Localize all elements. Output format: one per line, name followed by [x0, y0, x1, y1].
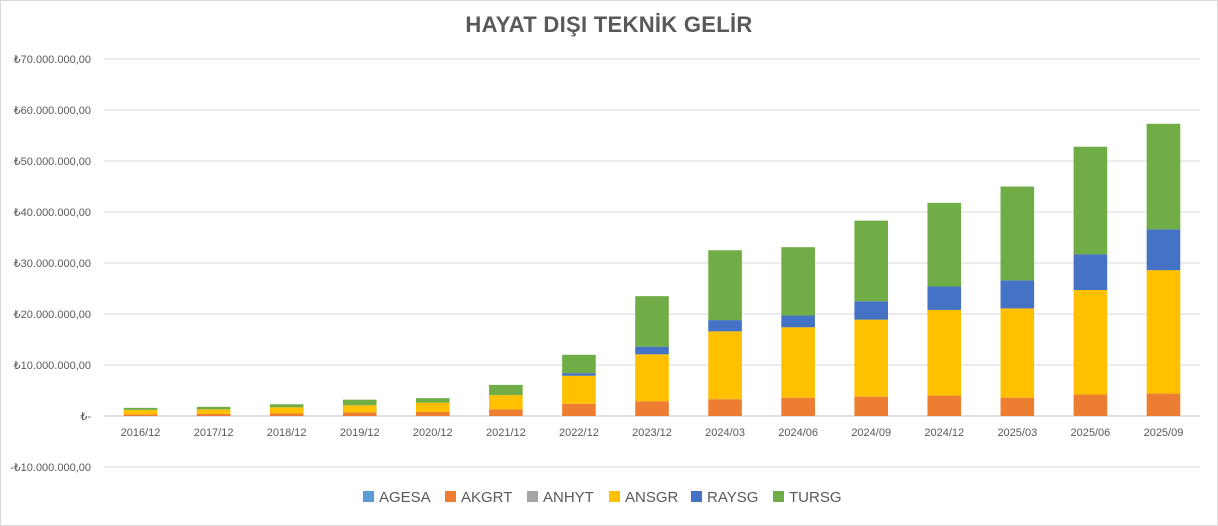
legend-swatch-ansgr	[609, 491, 620, 502]
bar-segment-ansgr	[562, 375, 596, 404]
bar-segment-tursg	[415, 398, 450, 403]
bar-segment-ansgr	[854, 319, 889, 397]
bar-segment-akgrt	[927, 395, 962, 416]
y-tick-label: ₺70.000.000,00	[14, 54, 91, 66]
bar-segment-ansgr	[342, 405, 377, 413]
y-axis-tick-labels: -₺10.000.000,00 ₺- ₺10.000.000,00 ₺20.000.0…	[10, 54, 91, 474]
x-tick-label: 2024/03	[705, 427, 745, 439]
x-tick-label: 2023/12	[632, 427, 672, 439]
legend: AGESA AKGRT ANHYT ANSGR RAYSG TURSG	[363, 489, 842, 506]
x-tick-label: 2025/03	[997, 427, 1037, 439]
bar-segment-akgrt	[489, 409, 523, 416]
y-tick-label: ₺60.000.000,00	[14, 105, 91, 117]
y-tick-label: ₺30.000.000,00	[14, 258, 91, 270]
legend-label-ansgr: ANSGR	[625, 489, 679, 506]
bar-segment-raysg	[854, 301, 889, 320]
x-tick-label: 2025/09	[1144, 427, 1184, 439]
x-tick-label: 2024/12	[924, 427, 964, 439]
legend-swatch-tursg	[773, 491, 784, 502]
bar-segment-ansgr	[1146, 270, 1181, 394]
bar-segment-akgrt	[635, 401, 669, 416]
x-axis-tick-labels: 2016/12 2017/12 2018/12 2019/12 2020/12 2021/…	[121, 427, 1184, 439]
bar-segment-tursg	[1073, 146, 1108, 255]
bar-segment-ansgr	[196, 409, 231, 414]
bar-segment-raysg	[781, 315, 815, 328]
bar-segment-raysg	[1073, 254, 1108, 291]
bar-segment-raysg	[927, 286, 962, 310]
bar-segment-tursg	[269, 404, 304, 408]
bar-segment-raysg	[635, 346, 669, 355]
bar-segment-ansgr	[269, 407, 304, 414]
bar-segment-akgrt	[123, 414, 158, 416]
bar-segment-ansgr	[1000, 308, 1035, 398]
x-tick-label: 2025/06	[1071, 427, 1111, 439]
bar-segment-akgrt	[1000, 397, 1035, 416]
bar-segment-akgrt	[562, 403, 596, 416]
legend-label-akgrt: AKGRT	[461, 489, 512, 506]
y-tick-label: ₺50.000.000,00	[14, 156, 91, 168]
bar-segment-akgrt	[708, 399, 742, 416]
x-tick-label: 2024/06	[778, 427, 818, 439]
bar-segment-tursg	[708, 250, 742, 321]
x-tick-label: 2019/12	[340, 427, 380, 439]
bar-segment-akgrt	[415, 411, 450, 416]
x-tick-label: 2020/12	[413, 427, 453, 439]
bar-segment-akgrt	[1146, 393, 1181, 416]
legend-swatch-raysg	[691, 491, 702, 502]
bar-segment-tursg	[781, 247, 815, 316]
x-tick-label: 2018/12	[267, 427, 307, 439]
bar-segment-tursg	[196, 406, 231, 410]
bar-segment-akgrt	[269, 413, 304, 416]
bar-segment-raysg	[562, 373, 596, 376]
bar-segment-ansgr	[927, 309, 962, 396]
legend-label-anhyt: ANHYT	[543, 489, 594, 506]
bars	[123, 123, 1181, 416]
y-tick-label: ₺-	[80, 411, 91, 423]
bar-segment-akgrt	[196, 413, 231, 416]
legend-label-raysg: RAYSG	[707, 489, 758, 506]
legend-label-tursg: TURSG	[789, 489, 842, 506]
x-tick-label: 2024/09	[851, 427, 891, 439]
bar-segment-ansgr	[781, 327, 815, 398]
bar-segment-tursg	[562, 354, 596, 374]
x-tick-label: 2017/12	[194, 427, 234, 439]
bar-segment-ansgr	[123, 409, 158, 415]
legend-swatch-anhyt	[527, 491, 538, 502]
bar-segment-akgrt	[342, 412, 377, 416]
legend-label-agesa: AGESA	[379, 489, 431, 506]
bar-segment-akgrt	[854, 396, 889, 416]
bar-segment-tursg	[927, 202, 962, 287]
bar-segment-tursg	[489, 384, 523, 396]
bar-segment-tursg	[342, 399, 377, 406]
bar-segment-raysg	[708, 320, 742, 332]
x-tick-label: 2016/12	[121, 427, 161, 439]
bar-segment-tursg	[635, 296, 669, 347]
bar-segment-raysg	[1000, 280, 1035, 309]
x-tick-label: 2022/12	[559, 427, 599, 439]
bar-segment-tursg	[1146, 123, 1181, 230]
bar-segment-ansgr	[415, 402, 450, 412]
bar-segment-tursg	[1000, 186, 1035, 281]
y-tick-label: -₺10.000.000,00	[10, 462, 91, 474]
bar-segment-ansgr	[708, 331, 742, 400]
bar-segment-tursg	[123, 407, 158, 410]
bar-segment-akgrt	[1073, 394, 1108, 416]
bar-segment-akgrt	[781, 397, 815, 416]
bar-segment-tursg	[854, 220, 889, 302]
bar-segment-ansgr	[635, 354, 669, 402]
y-tick-label: ₺20.000.000,00	[14, 309, 91, 321]
legend-swatch-agesa	[363, 491, 374, 502]
legend-swatch-akgrt	[445, 491, 456, 502]
chart-title: HAYAT DIŞI TEKNİK GELİR	[465, 12, 753, 37]
y-tick-label: ₺10.000.000,00	[14, 360, 91, 372]
y-tick-label: ₺40.000.000,00	[14, 207, 91, 219]
bar-segment-ansgr	[1073, 290, 1108, 395]
bar-segment-raysg	[1146, 229, 1181, 271]
x-tick-label: 2021/12	[486, 427, 526, 439]
bar-segment-ansgr	[489, 395, 523, 410]
